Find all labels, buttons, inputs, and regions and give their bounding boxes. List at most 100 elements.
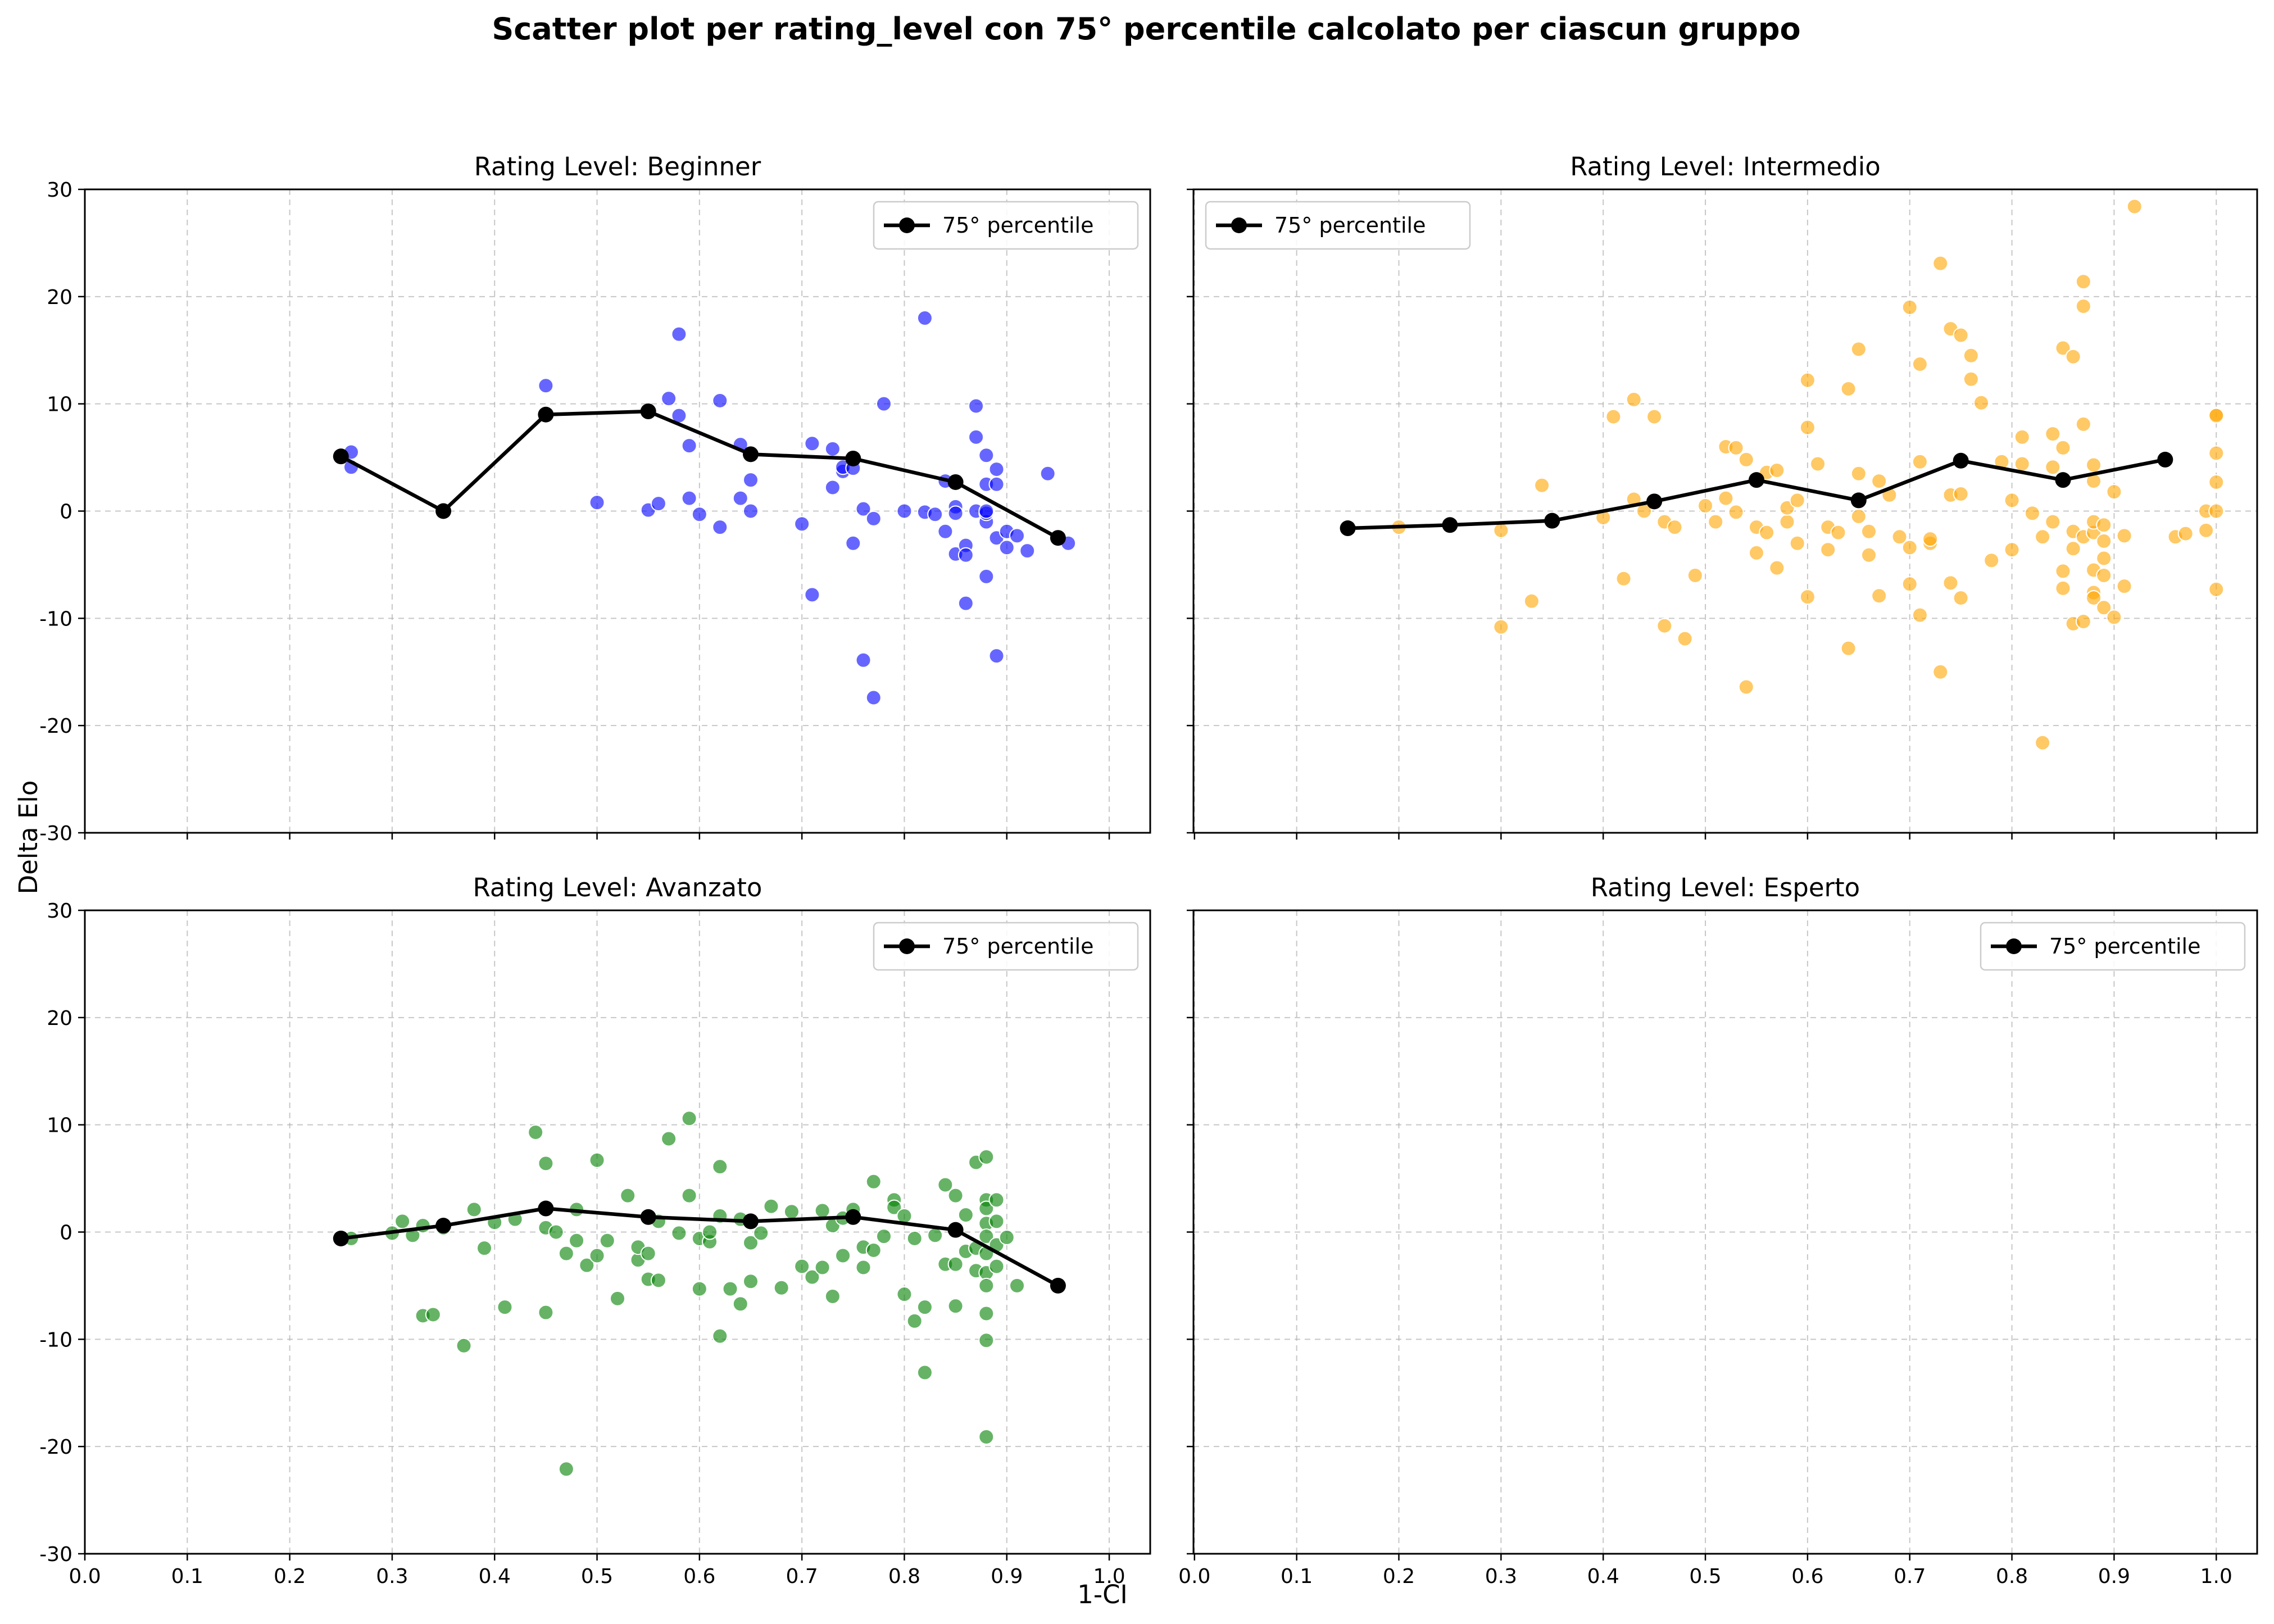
scatter-point — [1901, 539, 1918, 556]
scatter-point — [927, 506, 943, 523]
x-tick-label: 0.3 — [376, 1565, 408, 1588]
scatter-point — [394, 1213, 411, 1230]
scatter-point — [855, 652, 872, 668]
scatter-point — [1605, 409, 1622, 425]
y-tick-label: 10 — [47, 1114, 72, 1137]
y-tick-label: 20 — [47, 286, 72, 309]
scatter-point — [497, 1299, 513, 1315]
scatter-point — [558, 1245, 574, 1262]
scatter-point — [743, 503, 759, 519]
scatter-point — [1963, 371, 1979, 387]
scatter-point — [1912, 356, 1928, 373]
scatter-point — [1769, 560, 1785, 576]
legend-label: 75° percentile — [2049, 934, 2200, 959]
legend-box — [1205, 201, 1471, 250]
scatter-point — [599, 1232, 615, 1249]
scatter-point — [957, 547, 974, 563]
subplot-1: Rating Level: Beginner -30 -20 -10 0 10 20 30 75… — [39, 152, 1151, 845]
scatter-point — [978, 503, 995, 519]
percentile-marker — [1442, 517, 1458, 533]
scatter-point — [1534, 477, 1550, 493]
scatter-point — [2116, 578, 2132, 595]
scatter-point — [835, 1248, 851, 1264]
scatter-point — [466, 1201, 482, 1218]
scatter-point — [650, 1272, 666, 1289]
subplot-title: Rating Level: Esperto — [1591, 873, 1860, 902]
scatter-point — [1687, 568, 1703, 583]
scatter-point — [845, 535, 861, 551]
scatter-point — [1942, 575, 1959, 591]
scatter-point — [2177, 525, 2194, 542]
percentile-marker — [435, 503, 452, 519]
x-tick-label: 0.0 — [1178, 1565, 1210, 1588]
percentile-marker — [743, 446, 759, 462]
scatter-point — [589, 1152, 605, 1168]
x-tick-label: 0.6 — [1791, 1565, 1823, 1588]
percentile-line — [340, 409, 1059, 540]
scatter-point — [947, 1298, 964, 1314]
scatter-point — [1789, 535, 1805, 551]
scatter-point — [579, 1257, 595, 1273]
scatter-point — [824, 1289, 841, 1304]
scatter-point — [998, 539, 1015, 556]
scatter-point — [2208, 474, 2225, 490]
scatter-point — [937, 523, 954, 539]
x-tick-label: 0.6 — [683, 1565, 715, 1588]
y-tick-label: 30 — [47, 179, 72, 202]
legend-marker-swatch — [1231, 217, 1247, 233]
scatter-point — [702, 1224, 718, 1240]
y-tick-label: -20 — [39, 1436, 72, 1459]
scatter-point — [906, 1230, 923, 1246]
scatter-point — [1820, 542, 1836, 558]
scatter-point — [1626, 392, 1642, 408]
legend-label: 75° percentile — [1274, 213, 1426, 238]
scatter-point — [814, 1203, 830, 1219]
scatter-point — [2004, 542, 2020, 558]
scatter-point — [712, 392, 728, 409]
scatter-point — [1697, 497, 1714, 514]
scatter-point — [476, 1240, 492, 1256]
scatter-point — [1901, 299, 1918, 315]
scatter-point — [947, 1256, 964, 1272]
scatter-point — [2035, 529, 2051, 545]
scatter-point — [1667, 519, 1683, 536]
scatter-point — [1759, 524, 1775, 541]
scatter-point — [2198, 522, 2214, 538]
legend: 75° percentile — [873, 201, 1139, 250]
scatter-point — [2055, 340, 2071, 356]
scatter-point — [712, 1159, 728, 1175]
percentile-marker — [333, 1230, 349, 1246]
scatter-point — [1615, 570, 1632, 587]
scatter-point — [876, 1228, 892, 1245]
scatter-point — [916, 1364, 933, 1381]
scatter-point — [1953, 590, 1969, 606]
scatter-point — [2086, 457, 2102, 473]
scatter-point — [548, 1224, 564, 1240]
legend: 75° percentile — [873, 922, 1139, 971]
scatter-point — [1523, 593, 1540, 609]
axes-frame — [1192, 188, 2258, 834]
scatter-point — [1871, 588, 1887, 604]
x-tick-label: 1.0 — [1093, 1565, 1125, 1588]
scatter-point — [1912, 453, 1928, 470]
scatter-point — [1840, 640, 1857, 656]
scatter-point — [1789, 492, 1805, 509]
x-tick-label: 0.7 — [1894, 1565, 1926, 1588]
scatter-point — [1738, 451, 1754, 468]
scatter-point — [947, 505, 964, 521]
scatter-point — [2096, 600, 2112, 616]
subplot-2: Rating Level: Intermedio 75° percentile — [1187, 152, 2258, 840]
scatter-point — [681, 438, 697, 454]
percentile-marker — [1953, 452, 1969, 469]
scatter-point — [1901, 576, 1918, 592]
scatter-point — [2065, 541, 2081, 557]
scatter-point — [2014, 456, 2030, 472]
percentile-marker — [435, 1218, 452, 1234]
scatter-point — [865, 1242, 882, 1258]
scatter-point — [691, 1281, 707, 1297]
scatter-point — [988, 1258, 1005, 1274]
percentile-marker — [1646, 493, 1663, 510]
scatter-point — [988, 461, 1005, 478]
scatter-point — [1850, 341, 1867, 357]
scatter-point — [2116, 528, 2132, 544]
